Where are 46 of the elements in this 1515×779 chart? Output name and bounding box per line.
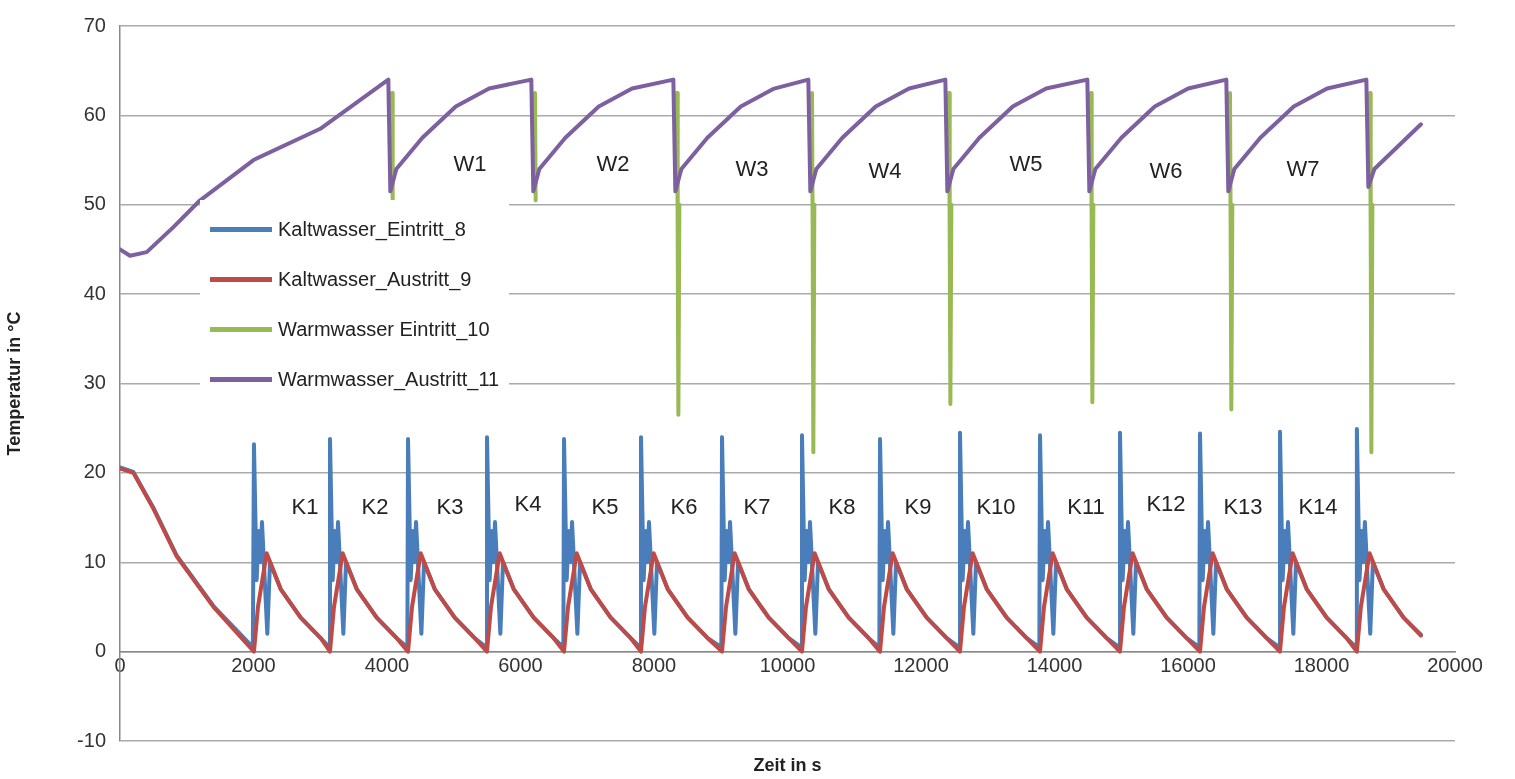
annotation: W1 [453, 151, 487, 177]
legend-label: Kaltwasser_Austritt_9 [278, 267, 472, 291]
x-tick-label: 12000 [893, 654, 949, 677]
annotation: K10 [976, 494, 1016, 520]
annotation: W2 [596, 151, 630, 177]
annotation: W7 [1286, 156, 1320, 182]
annotation: W3 [735, 156, 769, 182]
annotation: K1 [291, 494, 319, 520]
x-tick-label: 4000 [364, 654, 410, 677]
y-tick-label: 60 [83, 102, 106, 125]
annotation: W5 [1009, 151, 1043, 177]
x-tick-label: 14000 [1026, 654, 1083, 677]
y-tick-label: 40 [83, 281, 106, 304]
y-tick-label: 20 [83, 460, 106, 483]
legend-label: Kaltwasser_Eintritt_8 [278, 217, 466, 241]
annotation: K3 [436, 494, 464, 520]
x-tick-label: 6000 [498, 654, 543, 677]
x-tick-label: 16000 [1160, 654, 1216, 677]
annotation: W6 [1149, 158, 1183, 184]
annotation: K12 [1146, 491, 1186, 517]
x-tick-label: 18000 [1293, 654, 1350, 677]
y-axis-title: Temperatur in °C [3, 311, 24, 456]
annotation: K5 [591, 494, 619, 520]
annotation: K2 [361, 494, 389, 520]
annotation: K14 [1298, 494, 1338, 520]
x-axis-title: Zeit in s [753, 754, 822, 775]
y-tick-label: 70 [83, 13, 106, 36]
annotation: K9 [904, 494, 932, 520]
y-tick-label: 0 [94, 639, 106, 662]
annotation: K8 [828, 494, 856, 520]
y-tick-label: 50 [83, 192, 106, 215]
x-tick-label: 10000 [759, 654, 816, 677]
y-tick-label: 10 [83, 549, 106, 572]
annotation: K13 [1223, 494, 1263, 520]
annotation: K4 [514, 491, 542, 517]
annotation: K7 [743, 494, 771, 520]
x-tick-label: 2000 [231, 654, 276, 677]
y-tick-label: -10 [77, 728, 106, 751]
annotation: W4 [868, 158, 902, 184]
annotation: K6 [670, 494, 698, 520]
x-tick-label: 20000 [1427, 654, 1483, 677]
annotation: K11 [1067, 494, 1105, 520]
y-tick-label: 30 [83, 371, 106, 394]
legend-label: Warmwasser Eintritt_10 [278, 317, 490, 341]
legend-label: Warmwasser_Austritt_11 [278, 367, 500, 391]
x-tick-label: 8000 [631, 654, 677, 677]
